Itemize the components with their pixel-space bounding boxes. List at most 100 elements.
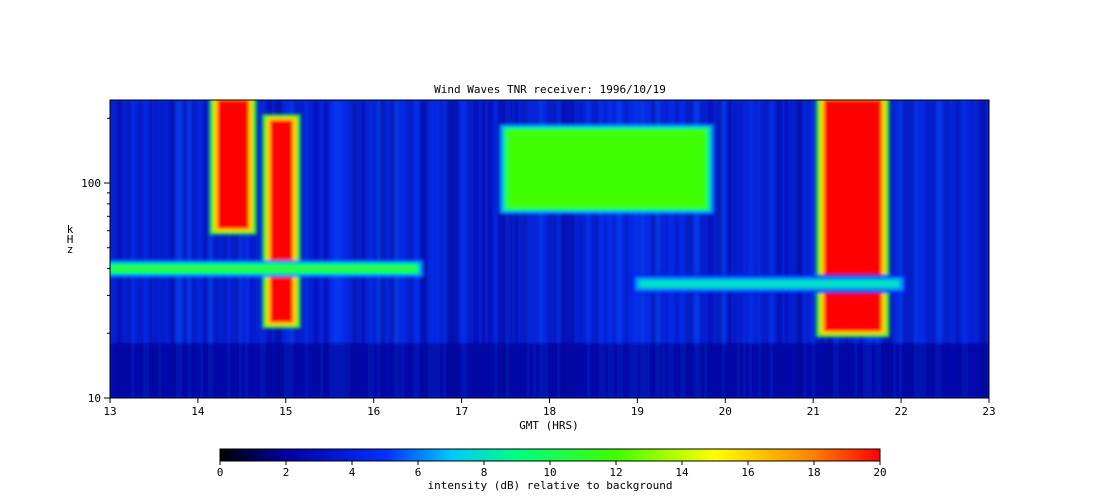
y-axis-label: kHz <box>67 223 74 256</box>
background-streak <box>734 100 737 398</box>
background-streak <box>512 100 515 398</box>
background-streak <box>224 100 227 398</box>
background-streak <box>398 100 401 398</box>
background-streak <box>542 100 545 398</box>
background-streak <box>485 100 488 398</box>
background-streak <box>977 100 980 398</box>
background-streak <box>152 100 155 398</box>
background-streak <box>914 100 917 398</box>
x-tick-label: 18 <box>543 405 556 418</box>
background-streak <box>320 100 323 398</box>
background-streak <box>482 100 485 398</box>
background-streak <box>578 100 581 398</box>
background-streak <box>359 100 362 398</box>
background-streak <box>800 100 803 398</box>
background-streak <box>680 100 683 398</box>
background-streak <box>395 100 398 398</box>
background-streak <box>899 100 902 398</box>
background-streak <box>419 100 422 398</box>
background-streak <box>305 100 308 398</box>
background-streak <box>569 100 572 398</box>
background-streak <box>635 100 638 398</box>
x-tick-label: 14 <box>191 405 205 418</box>
background-streak <box>209 100 212 398</box>
background-streak <box>464 100 467 398</box>
background-streak <box>302 100 305 398</box>
background-streak <box>551 100 554 398</box>
background-streak <box>350 100 353 398</box>
x-tick-label: 17 <box>455 405 468 418</box>
background-streak <box>935 100 938 398</box>
background-streak <box>476 100 479 398</box>
background-streak <box>605 100 608 398</box>
background-streak <box>908 100 911 398</box>
background-streak <box>527 100 530 398</box>
spectrogram-features <box>110 100 908 338</box>
colorbar-tick-label: 18 <box>807 466 820 479</box>
background-streak <box>971 100 974 398</box>
background-streak <box>242 100 245 398</box>
background-streak <box>902 100 905 398</box>
background-streak <box>644 100 647 398</box>
background-streak <box>710 100 713 398</box>
background-streak <box>404 100 407 398</box>
background-streak <box>323 100 326 398</box>
colorbar-tick-label: 16 <box>741 466 754 479</box>
background-streak <box>371 100 374 398</box>
background-streak <box>110 100 113 398</box>
background-streak <box>470 100 473 398</box>
background-streak <box>962 100 965 398</box>
background-streak <box>545 100 548 398</box>
background-streak <box>326 100 329 398</box>
background-streak <box>206 100 209 398</box>
x-axis: 13 14 15 16 17 18 19 20 21 22 23 <box>103 398 996 418</box>
background-streak <box>692 100 695 398</box>
background-streak <box>458 100 461 398</box>
colorbar-tick-label: 12 <box>609 466 622 479</box>
low-frequency-floor <box>110 343 989 398</box>
background-streak <box>143 100 146 398</box>
background-streak <box>602 100 605 398</box>
background-streak <box>782 100 785 398</box>
background-streak <box>389 100 392 398</box>
background-streak <box>167 100 170 398</box>
background-streak <box>515 100 518 398</box>
background-streak <box>539 100 542 398</box>
x-tick-label: 13 <box>103 405 116 418</box>
background-streak <box>698 100 701 398</box>
background-streak <box>593 100 596 398</box>
background-streak <box>377 100 380 398</box>
background-streak <box>506 100 509 398</box>
background-streak <box>956 100 959 398</box>
background-streak <box>488 100 491 398</box>
background-streak <box>776 100 779 398</box>
background-streak <box>356 100 359 398</box>
background-streak <box>746 100 749 398</box>
background-streak <box>494 100 497 398</box>
background-streak <box>362 100 365 398</box>
plot-area <box>110 100 989 398</box>
background-streak <box>467 100 470 398</box>
background-streak <box>986 100 989 398</box>
background-streak <box>128 100 131 398</box>
background-streak <box>374 100 377 398</box>
background-streak <box>176 100 179 398</box>
background-streak <box>716 100 719 398</box>
background-streak <box>917 100 920 398</box>
background-streak <box>647 100 650 398</box>
colorbar-tick-label: 4 <box>349 466 356 479</box>
background-streak <box>503 100 506 398</box>
background-streak <box>245 100 248 398</box>
background-streak <box>401 100 404 398</box>
emission-feature <box>217 100 249 229</box>
background-streak <box>425 100 428 398</box>
background-streak <box>608 100 611 398</box>
emission-feature <box>270 120 293 323</box>
background-streak <box>314 100 317 398</box>
x-axis-label: GMT (HRS) <box>519 419 579 432</box>
background-streak <box>233 100 236 398</box>
background-streak <box>803 100 806 398</box>
background-streak <box>677 100 680 398</box>
background-streak <box>497 100 500 398</box>
